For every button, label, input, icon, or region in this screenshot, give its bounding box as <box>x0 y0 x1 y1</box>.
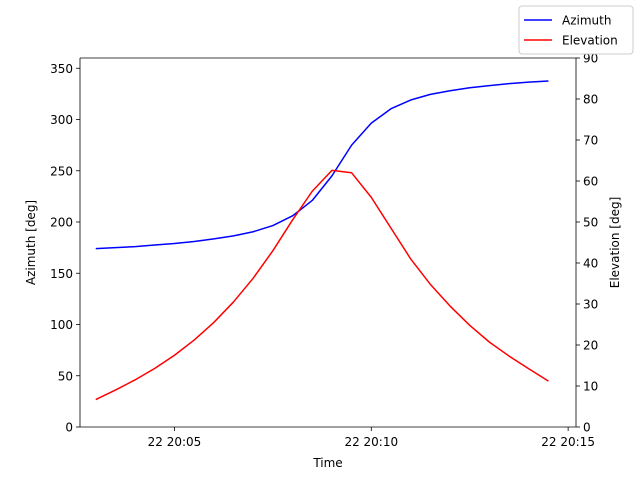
legend: Azimuth Elevation <box>518 5 634 55</box>
right-y-tick-label: 20 <box>583 339 598 353</box>
series-layer <box>95 80 549 401</box>
right-y-tick-label: 80 <box>583 93 598 107</box>
series-line-elevation <box>95 169 549 401</box>
right-y-tick-label: 50 <box>583 216 598 230</box>
left-y-tick-label: 200 <box>50 216 73 230</box>
x-axis-label: Time <box>312 456 342 470</box>
x-tick-label: 22 20:15 <box>541 435 595 449</box>
series-line-azimuth <box>95 80 549 250</box>
right-y-tick-label: 90 <box>583 52 598 66</box>
right-y-tick-label: 30 <box>583 298 598 312</box>
left-y-tick-label: 300 <box>50 113 73 127</box>
legend-label-elevation: Elevation <box>562 34 618 48</box>
legend-frame <box>518 5 634 55</box>
left-y-tick-label: 100 <box>50 318 73 332</box>
left-y-tick-label: 250 <box>50 164 73 178</box>
right-y-tick-label: 10 <box>583 380 598 394</box>
left-y-tick-label: 350 <box>50 62 73 76</box>
left-y-tick-label: 150 <box>50 267 73 281</box>
right-y-axis-label: Elevation [deg] <box>608 197 622 289</box>
right-y-tick-label: 40 <box>583 257 598 271</box>
x-tick-label: 22 20:10 <box>344 435 398 449</box>
right-y-tick-label: 70 <box>583 134 598 148</box>
right-y-tick-label: 0 <box>583 421 591 435</box>
legend-label-azimuth: Azimuth <box>562 14 611 28</box>
axes-layer: 22 20:05 22 20:10 22 20:150501001502002503… <box>50 52 598 450</box>
x-tick-label: 22 20:05 <box>148 435 202 449</box>
left-y-tick-label: 0 <box>65 421 73 435</box>
left-y-axis-label: Azimuth [deg] <box>24 200 38 285</box>
right-y-tick-label: 60 <box>583 175 598 189</box>
left-y-tick-label: 50 <box>58 369 73 383</box>
